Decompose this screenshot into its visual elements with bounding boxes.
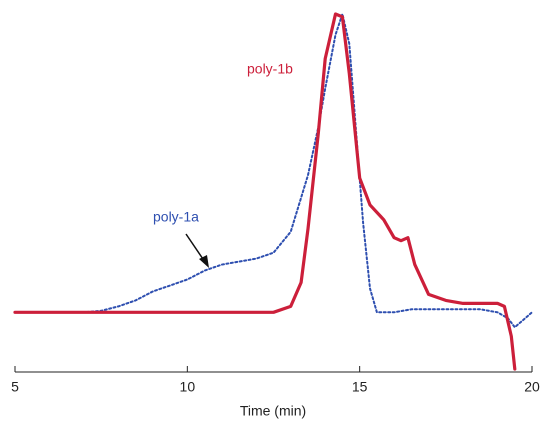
- x-tick-label: 10: [180, 379, 196, 395]
- x-axis-label: Time (min): [240, 403, 306, 419]
- x-tick-label: 5: [11, 379, 19, 395]
- annotation-arrow: [185, 233, 209, 268]
- x-tick-label: 20: [524, 379, 540, 395]
- series-annotation: poly-1a: [153, 209, 199, 225]
- series-annotation: poly-1b: [247, 61, 293, 77]
- series-line: [13, 12, 517, 371]
- x-tick-label: 15: [352, 379, 368, 395]
- series-line: [14, 13, 533, 329]
